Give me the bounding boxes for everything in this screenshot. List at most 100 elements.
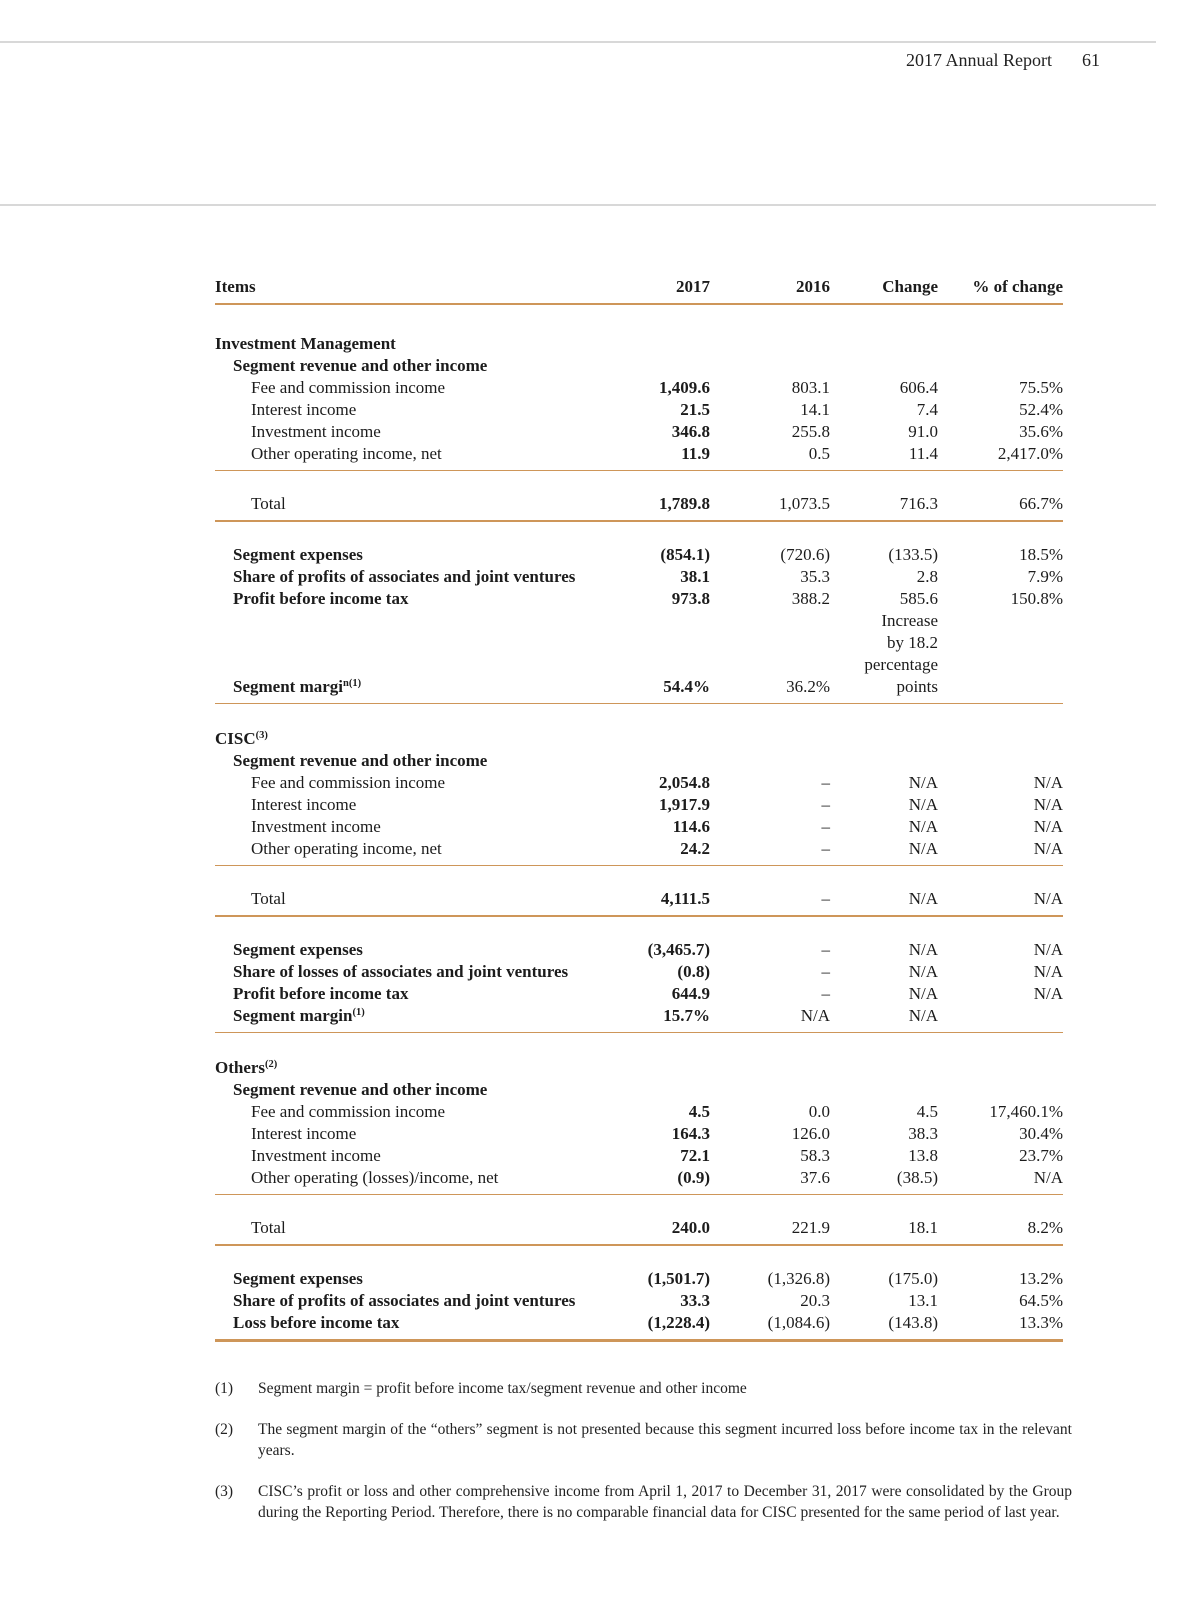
table-row: Total 1,789.8 1,073.5 716.3 66.7% — [215, 493, 1063, 515]
top-divider-line — [0, 41, 1156, 43]
footnote: (2) The segment margin of the “others” se… — [215, 1419, 1072, 1461]
column-header-change: Change — [882, 277, 938, 296]
table-row: Fee and commission income 1,409.6 803.1 606… — [215, 377, 1063, 399]
row-value: 38.3 — [908, 1124, 938, 1143]
row-label: Share of losses of associates and joint … — [233, 962, 569, 981]
table-row: Others(2) — [215, 1057, 1063, 1079]
table-row: Other operating (losses)/income, net (0.9… — [215, 1167, 1063, 1189]
row-value: 15.7% — [663, 1006, 710, 1025]
row-value: (1,084.6) — [767, 1313, 830, 1332]
row-label: Investment income — [251, 422, 381, 441]
table-row: Other operating income, net 24.2 – N/A N/A — [215, 838, 1063, 860]
table-row: Investment income 114.6 – N/A N/A — [215, 816, 1063, 838]
row-label: Profit before income tax — [233, 984, 409, 1003]
table-row: Share of losses of associates and joint … — [215, 961, 1063, 983]
row-value: Increase by 18.2 percentage points — [864, 611, 938, 696]
row-value: (1,501.7) — [647, 1269, 710, 1288]
table-row: Segment revenue and other income — [215, 750, 1063, 772]
table-row: Investment income 346.8 255.8 91.0 35.6% — [215, 421, 1063, 443]
table-rule — [215, 1339, 1063, 1342]
table-row: Fee and commission income 2,054.8 – N/A N/A — [215, 772, 1063, 794]
table-rule — [215, 1244, 1063, 1246]
row-value: N/A — [1033, 839, 1063, 858]
row-value: N/A — [908, 889, 938, 908]
row-value: 221.9 — [791, 1218, 830, 1237]
row-value: 75.5% — [1019, 378, 1063, 397]
row-value: 17,460.1% — [989, 1102, 1063, 1121]
row-label: Segment revenue and other income — [233, 356, 488, 375]
footnote-marker: (3) — [215, 1483, 234, 1500]
row-value: 973.8 — [671, 589, 710, 608]
row-value: – — [821, 839, 831, 858]
row-value: 126.0 — [791, 1124, 830, 1143]
row-value: 2,417.0% — [997, 444, 1063, 463]
table-row: Segment expenses (1,501.7) (1,326.8) (175.0… — [215, 1268, 1063, 1290]
row-spacer — [215, 866, 1063, 888]
report-title: 2017 Annual Report — [906, 50, 1052, 70]
row-value: – — [821, 940, 831, 959]
footnote: (3) CISC’s profit or loss and other compr… — [215, 1481, 1072, 1523]
header-rule — [215, 303, 1063, 305]
footnote-text: CISC’s profit or loss and other comprehe… — [258, 1483, 1072, 1521]
row-label: Segment margin(1) — [233, 677, 362, 696]
row-value: 164.3 — [671, 1124, 710, 1143]
table-row: Segment margin(1) 54.4% 36.2% Increase by 1… — [215, 610, 1063, 698]
row-value: (175.0) — [888, 1269, 938, 1288]
table-rule — [215, 1032, 1063, 1033]
row-value: (38.5) — [896, 1168, 938, 1187]
row-value: 388.2 — [791, 589, 830, 608]
row-value: (143.8) — [888, 1313, 938, 1332]
table-rule — [215, 703, 1063, 704]
row-label: Segment revenue and other income — [233, 1080, 488, 1099]
table-rule — [215, 1194, 1063, 1195]
table-row: Interest income 164.3 126.0 38.3 30.4% — [215, 1123, 1063, 1145]
row-label: Segment expenses — [233, 940, 363, 959]
row-value: – — [821, 984, 831, 1003]
footnote: (1) Segment margin = profit before income… — [215, 1378, 1072, 1399]
row-value: 66.7% — [1019, 494, 1063, 513]
table-rule — [215, 520, 1063, 522]
row-value: N/A — [908, 984, 938, 1003]
row-value: 7.9% — [1027, 567, 1063, 586]
row-value: 37.6 — [800, 1168, 830, 1187]
row-value: 30.4% — [1019, 1124, 1063, 1143]
column-header-pct-change: % of change — [972, 277, 1063, 296]
row-value: 18.1 — [908, 1218, 938, 1237]
row-value: 2,054.8 — [659, 773, 710, 792]
row-label: Investment Management — [215, 334, 396, 353]
row-value: N/A — [1033, 795, 1063, 814]
row-value: 72.1 — [680, 1146, 710, 1165]
row-value: 11.4 — [908, 444, 938, 463]
row-value: (0.9) — [677, 1168, 710, 1187]
row-label: Others(2) — [215, 1058, 278, 1077]
row-value: – — [821, 795, 831, 814]
row-value: 1,917.9 — [659, 795, 710, 814]
row-value: 7.4 — [916, 400, 938, 419]
row-value: N/A — [1033, 817, 1063, 836]
row-value: 803.1 — [791, 378, 830, 397]
row-value: 35.3 — [800, 567, 830, 586]
table-row: Segment revenue and other income — [215, 1079, 1063, 1101]
row-label: Other operating (losses)/income, net — [251, 1168, 499, 1187]
table-rule — [215, 470, 1063, 471]
row-value: N/A — [908, 795, 938, 814]
table-row: Share of profits of associates and joint… — [215, 1290, 1063, 1312]
row-value: 58.3 — [800, 1146, 830, 1165]
table-rule — [215, 865, 1063, 866]
row-value: (854.1) — [660, 545, 710, 564]
row-spacer — [215, 917, 1063, 939]
segment-results-table: Items 2017 2016 Change % of change Inves… — [215, 276, 1063, 1342]
row-label: Loss before income tax — [233, 1313, 400, 1332]
footnote-marker: (2) — [215, 1421, 234, 1438]
row-value: 36.2% — [786, 677, 830, 696]
table-row: Interest income 1,917.9 – N/A N/A — [215, 794, 1063, 816]
footnote-marker: (1) — [215, 1380, 234, 1397]
footnote-ref: (3) — [255, 730, 268, 741]
row-label: Other operating income, net — [251, 444, 442, 463]
row-value: 4.5 — [688, 1102, 710, 1121]
row-value: 346.8 — [671, 422, 710, 441]
row-value: N/A — [908, 962, 938, 981]
row-value: – — [821, 962, 831, 981]
row-value: 585.6 — [899, 589, 938, 608]
